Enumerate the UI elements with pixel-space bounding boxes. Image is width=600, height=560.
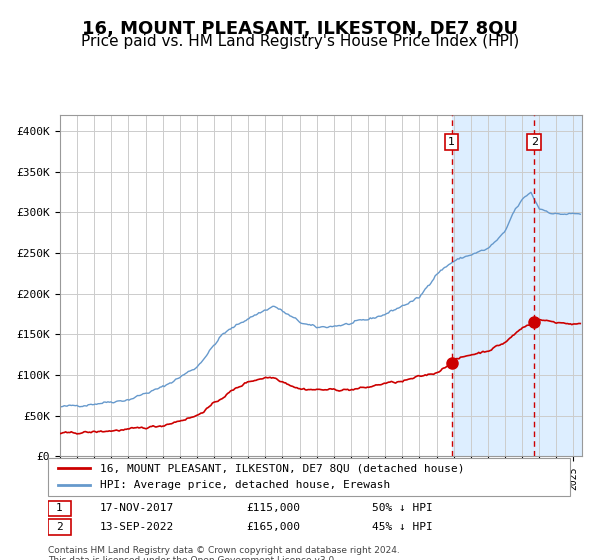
Text: HPI: Average price, detached house, Erewash: HPI: Average price, detached house, Erew… <box>100 480 391 490</box>
Text: 1: 1 <box>56 503 63 514</box>
Text: 16, MOUNT PLEASANT, ILKESTON, DE7 8QU: 16, MOUNT PLEASANT, ILKESTON, DE7 8QU <box>82 20 518 38</box>
Text: 16, MOUNT PLEASANT, ILKESTON, DE7 8QU (detached house): 16, MOUNT PLEASANT, ILKESTON, DE7 8QU (d… <box>100 463 465 473</box>
Text: 17-NOV-2017: 17-NOV-2017 <box>100 503 175 514</box>
Text: Contains HM Land Registry data © Crown copyright and database right 2024.
This d: Contains HM Land Registry data © Crown c… <box>48 546 400 560</box>
Text: 13-SEP-2022: 13-SEP-2022 <box>100 522 175 532</box>
Text: 1: 1 <box>448 137 455 147</box>
Text: 2: 2 <box>530 137 538 147</box>
FancyBboxPatch shape <box>48 458 570 496</box>
Text: 50% ↓ HPI: 50% ↓ HPI <box>371 503 433 514</box>
Text: 2: 2 <box>56 522 63 532</box>
Text: Price paid vs. HM Land Registry's House Price Index (HPI): Price paid vs. HM Land Registry's House … <box>81 34 519 49</box>
Text: £115,000: £115,000 <box>247 503 301 514</box>
FancyBboxPatch shape <box>48 520 71 534</box>
Text: £165,000: £165,000 <box>247 522 301 532</box>
FancyBboxPatch shape <box>48 501 71 516</box>
Bar <box>452 115 582 456</box>
Text: 45% ↓ HPI: 45% ↓ HPI <box>371 522 433 532</box>
